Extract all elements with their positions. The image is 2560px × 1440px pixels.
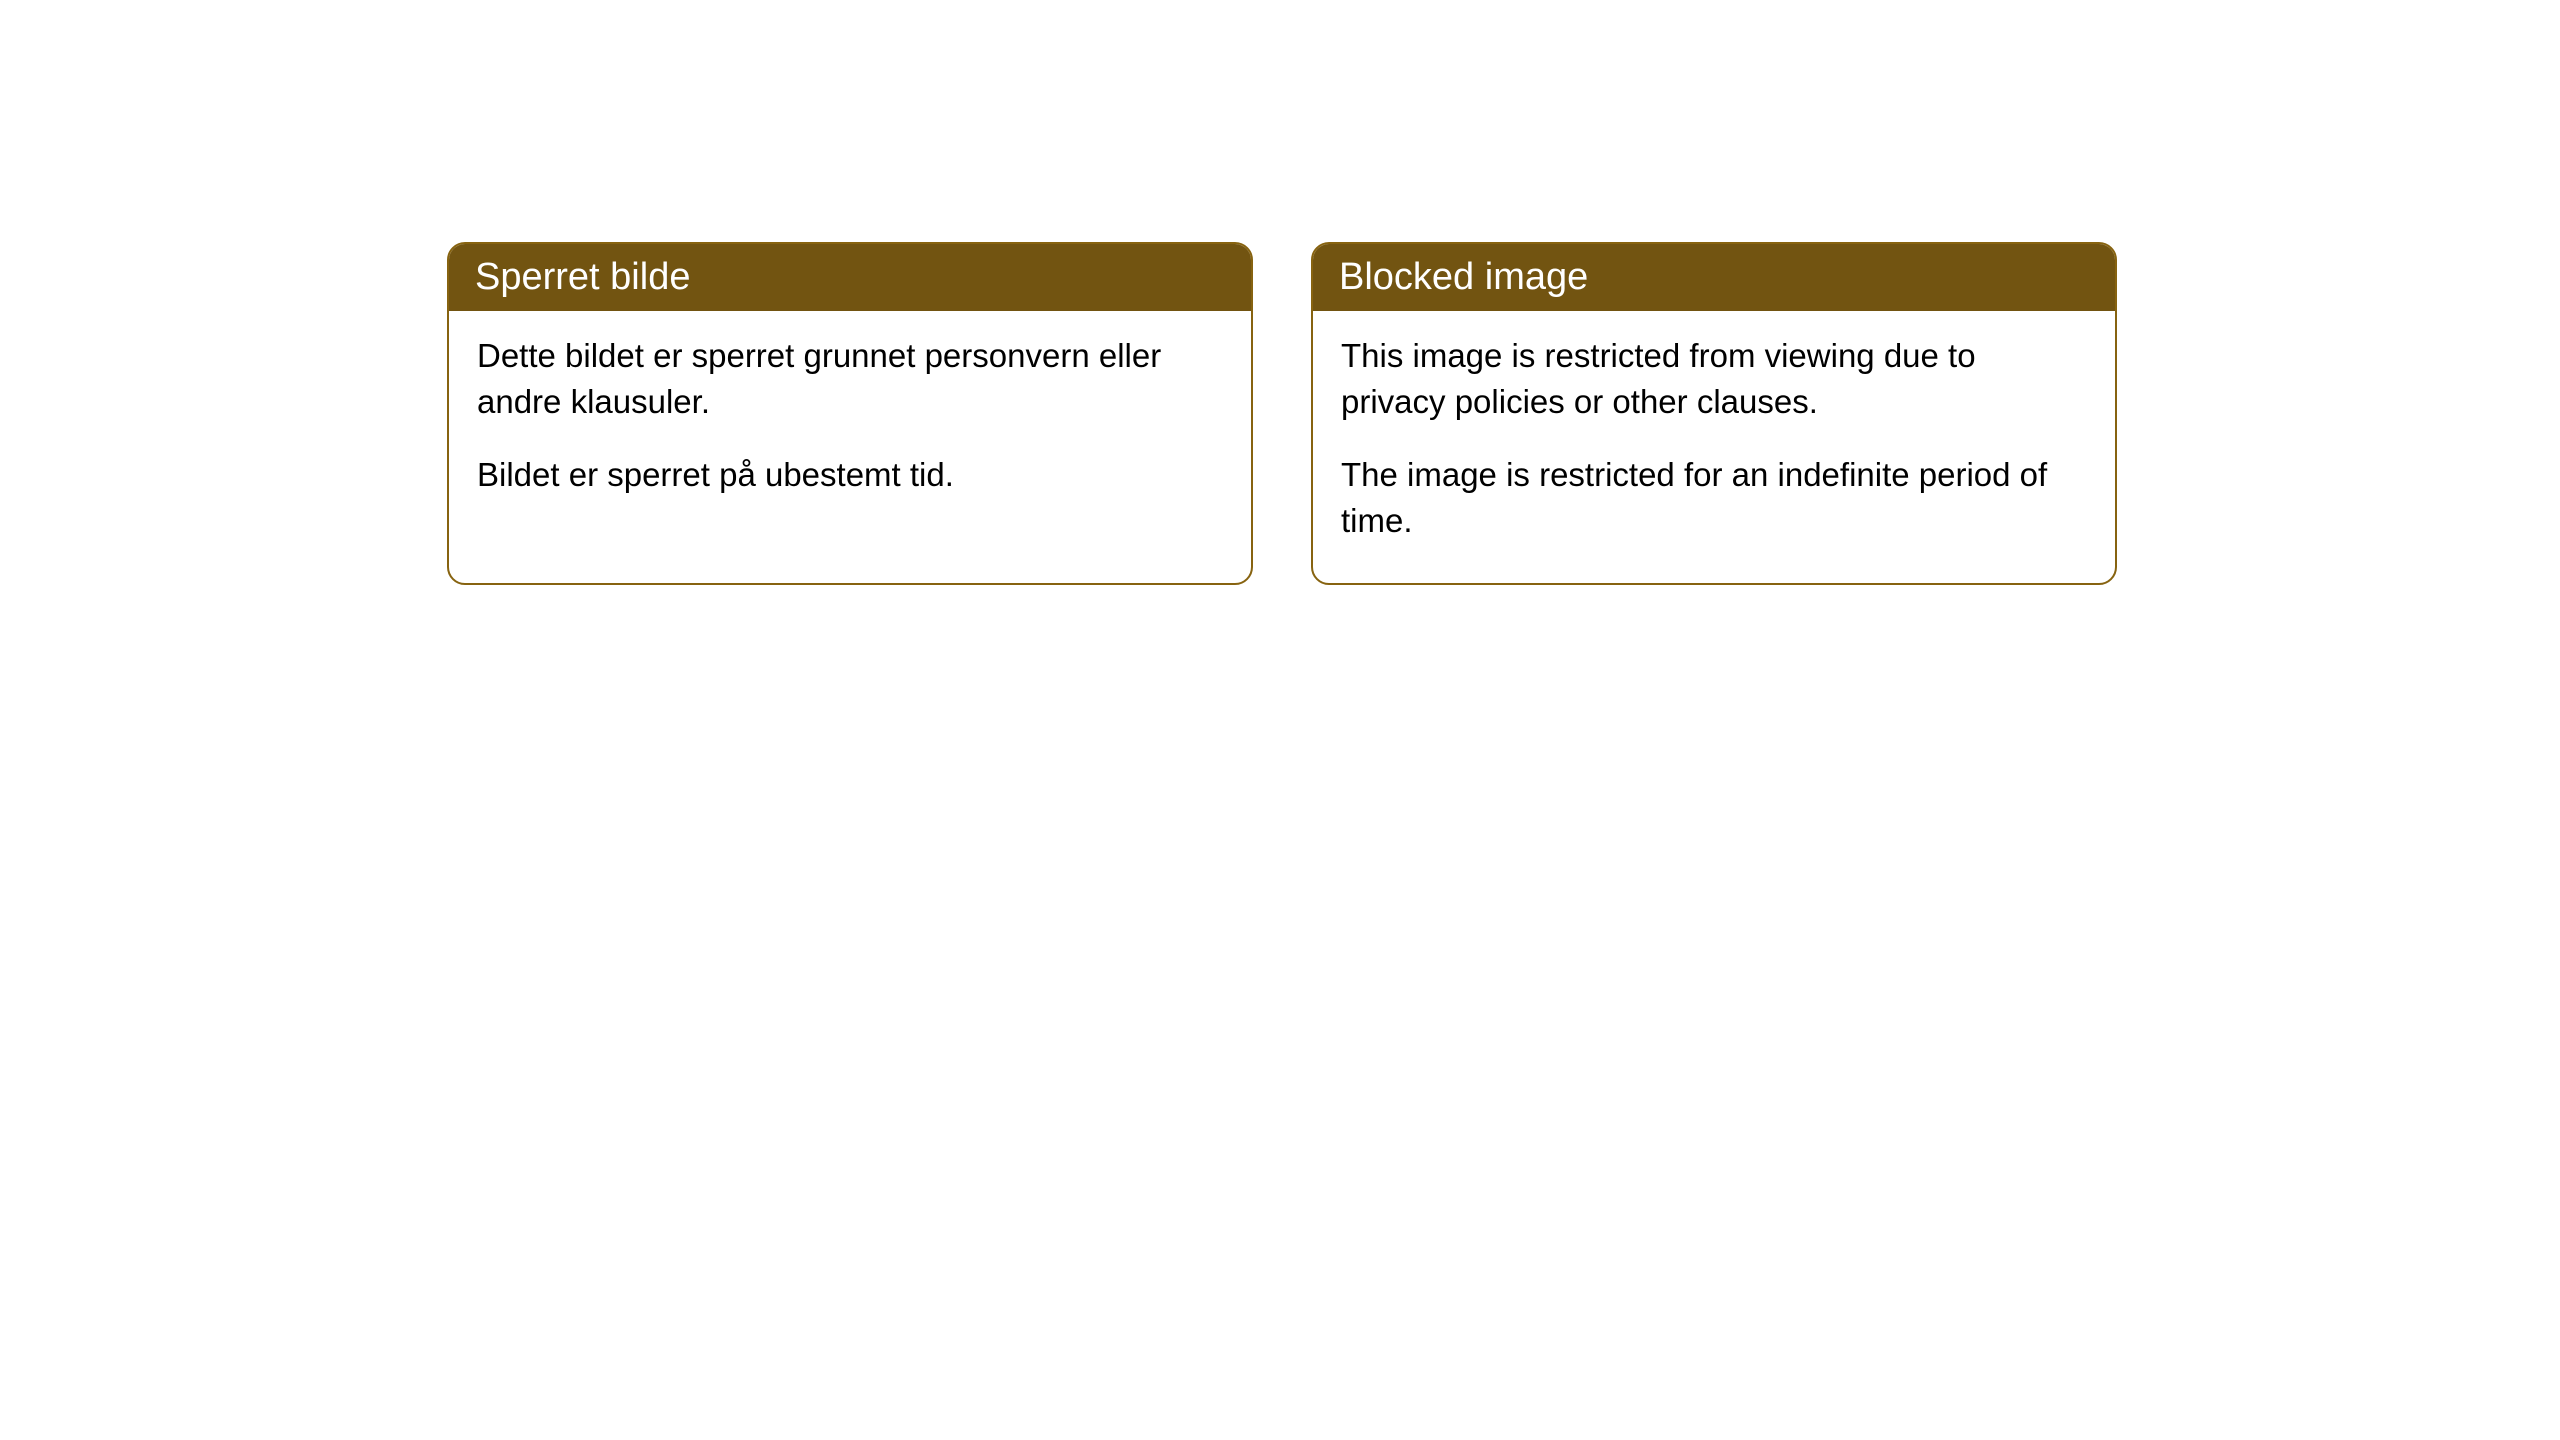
card-body: This image is restricted from viewing du…	[1313, 311, 2115, 583]
card-header: Sperret bilde	[449, 244, 1251, 311]
card-title: Sperret bilde	[475, 256, 690, 298]
card-paragraph-2: Bildet er sperret på ubestemt tid.	[477, 452, 1223, 498]
card-paragraph-2: The image is restricted for an indefinit…	[1341, 452, 2087, 543]
blocked-image-card-norwegian: Sperret bilde Dette bildet er sperret gr…	[447, 242, 1253, 585]
blocked-image-card-english: Blocked image This image is restricted f…	[1311, 242, 2117, 585]
card-paragraph-1: Dette bildet er sperret grunnet personve…	[477, 333, 1223, 424]
card-header: Blocked image	[1313, 244, 2115, 311]
card-title: Blocked image	[1339, 256, 1588, 298]
card-paragraph-1: This image is restricted from viewing du…	[1341, 333, 2087, 424]
cards-container: Sperret bilde Dette bildet er sperret gr…	[447, 242, 2117, 585]
card-body: Dette bildet er sperret grunnet personve…	[449, 311, 1251, 538]
